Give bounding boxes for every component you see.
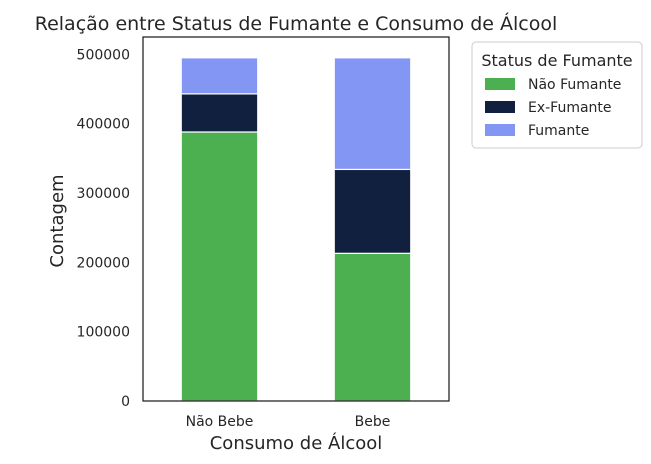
bar-não-bebe-ex-fumante — [180, 93, 259, 133]
chart-title: Relação entre Status de Fumante e Consum… — [35, 12, 558, 35]
y-axis-label: Contagem — [47, 174, 68, 267]
bar-bebe-não-fumante — [333, 252, 412, 402]
bars-group — [180, 57, 412, 402]
legend: Status de Fumante Não Fumante Ex-Fumante F… — [471, 41, 643, 149]
legend-label: Fumante — [528, 123, 589, 139]
legend-label: Ex-Fumante — [528, 100, 612, 116]
y-tick-label: 300000 — [77, 186, 130, 202]
legend-swatch — [485, 78, 515, 90]
y-tick-label: 0 — [121, 394, 130, 410]
y-ticks: 0 100000 200000 300000 400000 500000 — [77, 47, 130, 410]
bar-bebe-fumante — [333, 57, 412, 171]
y-tick-label: 100000 — [77, 325, 130, 341]
legend-items: Não Fumante Ex-Fumante Fumante — [485, 77, 621, 139]
x-tick-label: Não Bebe — [186, 414, 254, 430]
bar-não-bebe-fumante — [180, 57, 259, 95]
x-ticks: Não Bebe Bebe — [186, 414, 391, 430]
y-tick-label: 400000 — [77, 117, 130, 133]
y-tick-label: 500000 — [77, 47, 130, 63]
plot-frame — [142, 36, 450, 402]
bar-não-bebe-não-fumante — [180, 131, 259, 402]
bar-bebe-ex-fumante — [333, 168, 412, 254]
legend-swatch — [485, 124, 515, 136]
legend-title: Status de Fumante — [481, 51, 632, 70]
legend-frame — [471, 41, 643, 149]
y-tick-label: 200000 — [77, 255, 130, 271]
legend-swatch — [485, 101, 515, 113]
x-axis-label: Consumo de Álcool — [210, 432, 383, 454]
x-tick-label: Bebe — [355, 414, 391, 430]
legend-label: Não Fumante — [528, 77, 621, 93]
